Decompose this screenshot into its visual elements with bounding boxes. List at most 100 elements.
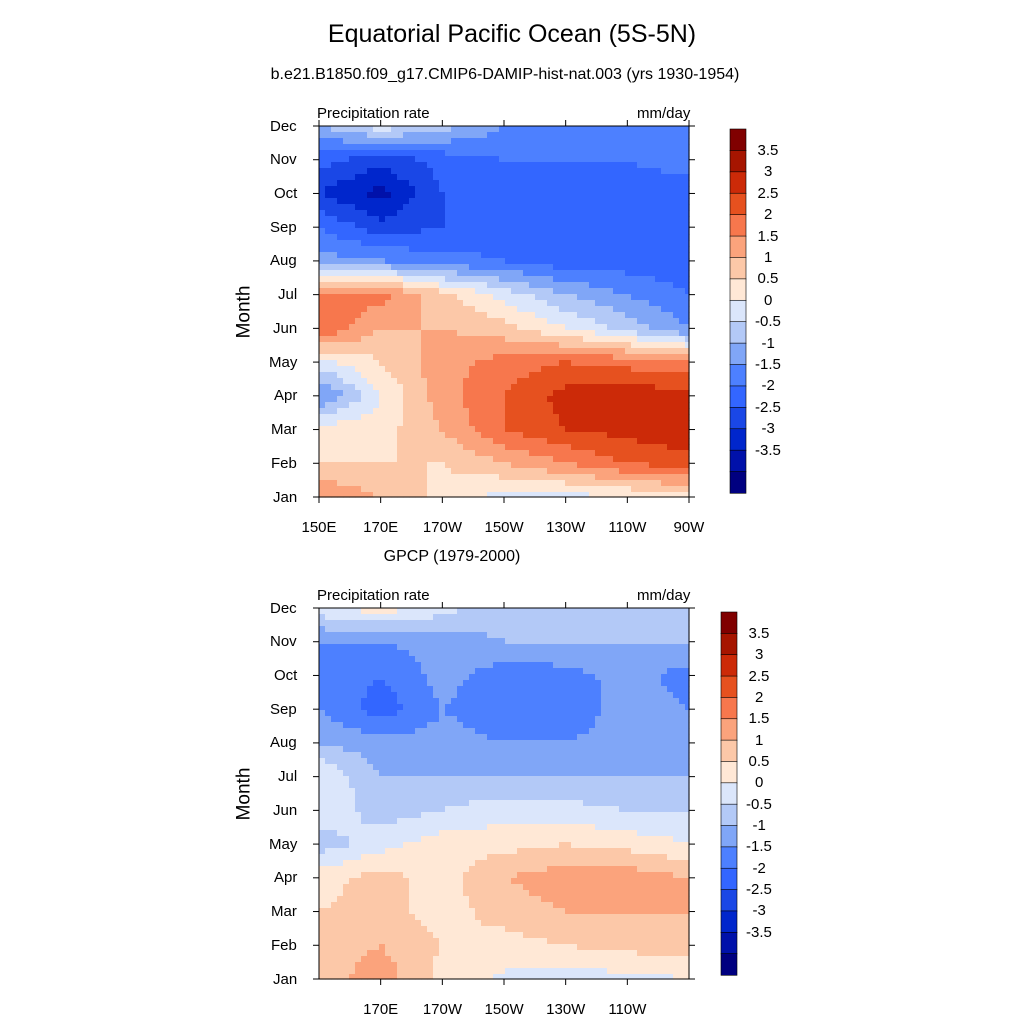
field-cell [541,216,548,223]
field-cell [469,492,476,498]
field-cell [661,198,668,205]
field-cell [415,276,422,283]
field-cell [631,252,638,259]
field-cell [433,126,440,133]
field-cell [319,620,326,627]
field-cell [577,692,584,699]
field-cell [397,632,404,639]
field-cell [685,402,690,409]
field-cell [649,186,656,193]
field-cell [385,414,392,421]
field-cell [631,668,638,675]
field-cell [367,614,374,621]
field-cell [535,686,542,693]
field-cell [475,680,482,687]
field-cell [601,240,608,247]
field-cell [595,662,602,669]
field-cell [589,216,596,223]
field-cell [577,294,584,301]
field-cell [391,420,398,427]
field-cell [649,306,656,313]
field-cell [601,444,608,451]
field-cell [655,270,662,277]
field-cell [613,426,620,433]
field-cell [331,318,338,325]
field-cell [535,216,542,223]
field-cell [451,668,458,675]
field-cell [595,354,602,361]
field-cell [439,474,446,481]
field-cell [571,360,578,367]
field-cell [349,462,356,469]
field-cell [559,462,566,469]
field-cell [517,668,524,675]
field-cell [517,626,524,633]
field-cell [673,638,680,645]
field-cell [415,264,422,271]
field-cell [391,306,398,313]
field-cell [643,234,650,241]
field-cell [445,216,452,223]
field-cell [685,444,690,451]
field-cell [499,432,506,439]
field-cell [433,674,440,681]
field-cell [553,486,560,493]
field-cell [367,650,374,657]
field-cell [433,312,440,319]
field-cell [673,378,680,385]
field-cell [625,288,632,295]
field-cell [535,390,542,397]
field-cell [619,228,626,235]
field-cell [331,650,338,657]
field-cell [565,704,572,711]
field-cell [439,650,446,657]
field-cell [625,420,632,427]
field-cell [577,644,584,651]
field-cell [331,276,338,283]
field-cell [469,198,476,205]
field-cell [445,144,452,151]
field-cell [403,432,410,439]
field-cell [523,486,530,493]
field-cell [421,330,428,337]
field-cell [493,132,500,139]
field-cell [595,300,602,307]
field-cell [355,318,362,325]
field-cell [559,192,566,199]
field-cell [631,432,638,439]
field-cell [487,402,494,409]
field-cell [361,608,368,615]
field-cell [595,372,602,379]
field-cell [661,270,668,277]
field-cell [601,692,608,699]
field-cell [571,240,578,247]
field-cell [355,198,362,205]
field-cell [499,252,506,259]
field-cell [325,270,332,277]
field-cell [481,246,488,253]
field-cell [571,246,578,253]
field-cell [373,710,380,717]
field-cell [451,186,458,193]
field-cell [625,174,632,181]
field-cell [511,456,518,463]
field-cell [541,222,548,229]
field-cell [493,342,500,349]
field-cell [397,614,404,621]
field-cell [325,468,332,475]
field-cell [601,276,608,283]
field-cell [487,468,494,475]
field-cell [529,312,536,319]
field-cell [541,468,548,475]
field-cell [505,162,512,169]
field-cell [505,216,512,223]
field-cell [661,324,668,331]
field-cell [679,162,686,169]
field-cell [409,156,416,163]
field-cell [433,186,440,193]
field-cell [385,138,392,145]
field-cell [487,162,494,169]
field-cell [685,450,690,457]
field-cell [493,204,500,211]
field-cell [469,456,476,463]
